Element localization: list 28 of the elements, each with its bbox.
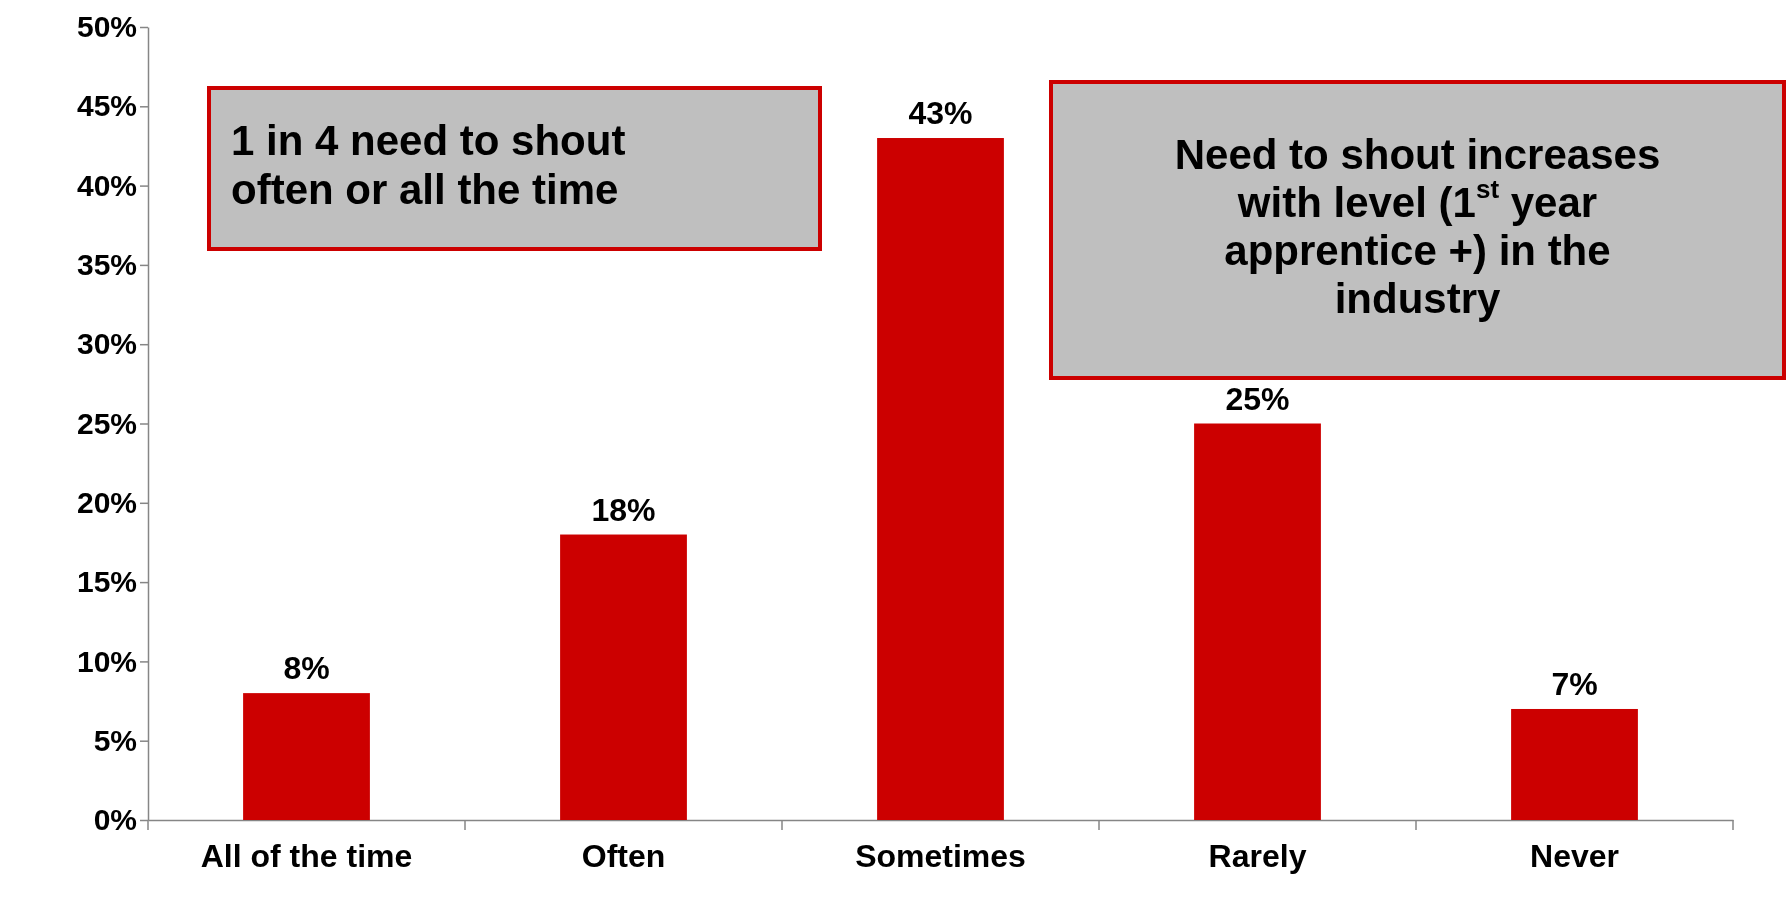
x-tick-label: Never [1530, 837, 1619, 874]
y-tick-label: 25% [76, 406, 137, 440]
x-tick-label: Often [581, 837, 666, 874]
bar [560, 534, 687, 820]
x-tick-label: Rarely [1208, 837, 1307, 874]
y-tick-label: 15% [76, 565, 137, 599]
y-tick-label: 20% [76, 485, 137, 519]
y-tick-label: 10% [76, 644, 137, 678]
y-tick-label: 50% [76, 10, 137, 44]
y-tick-label: 40% [76, 168, 137, 202]
bar [1511, 708, 1638, 820]
x-tick-label: Sometimes [855, 837, 1026, 874]
y-tick-label: 0% [93, 803, 137, 837]
data-label: 25% [1225, 380, 1290, 417]
data-label: 43% [908, 95, 973, 132]
x-tick-label: All of the time [200, 837, 413, 874]
data-label: 7% [1551, 665, 1598, 702]
bar [243, 693, 370, 820]
y-tick-label: 35% [76, 248, 137, 281]
y-tick-label: 30% [76, 327, 137, 361]
data-label: 18% [591, 491, 656, 528]
y-tick-label: 5% [93, 723, 137, 757]
y-tick-label: 45% [76, 89, 137, 123]
callout-box: Need to shout increases with level (1$^{st}$ year apprentice +) in the industry [1049, 80, 1786, 380]
data-label: 8% [283, 650, 330, 687]
bar [1194, 423, 1321, 820]
callout-box: 1 in 4 need to shout often or all the time [207, 86, 822, 251]
bar [877, 138, 1004, 820]
